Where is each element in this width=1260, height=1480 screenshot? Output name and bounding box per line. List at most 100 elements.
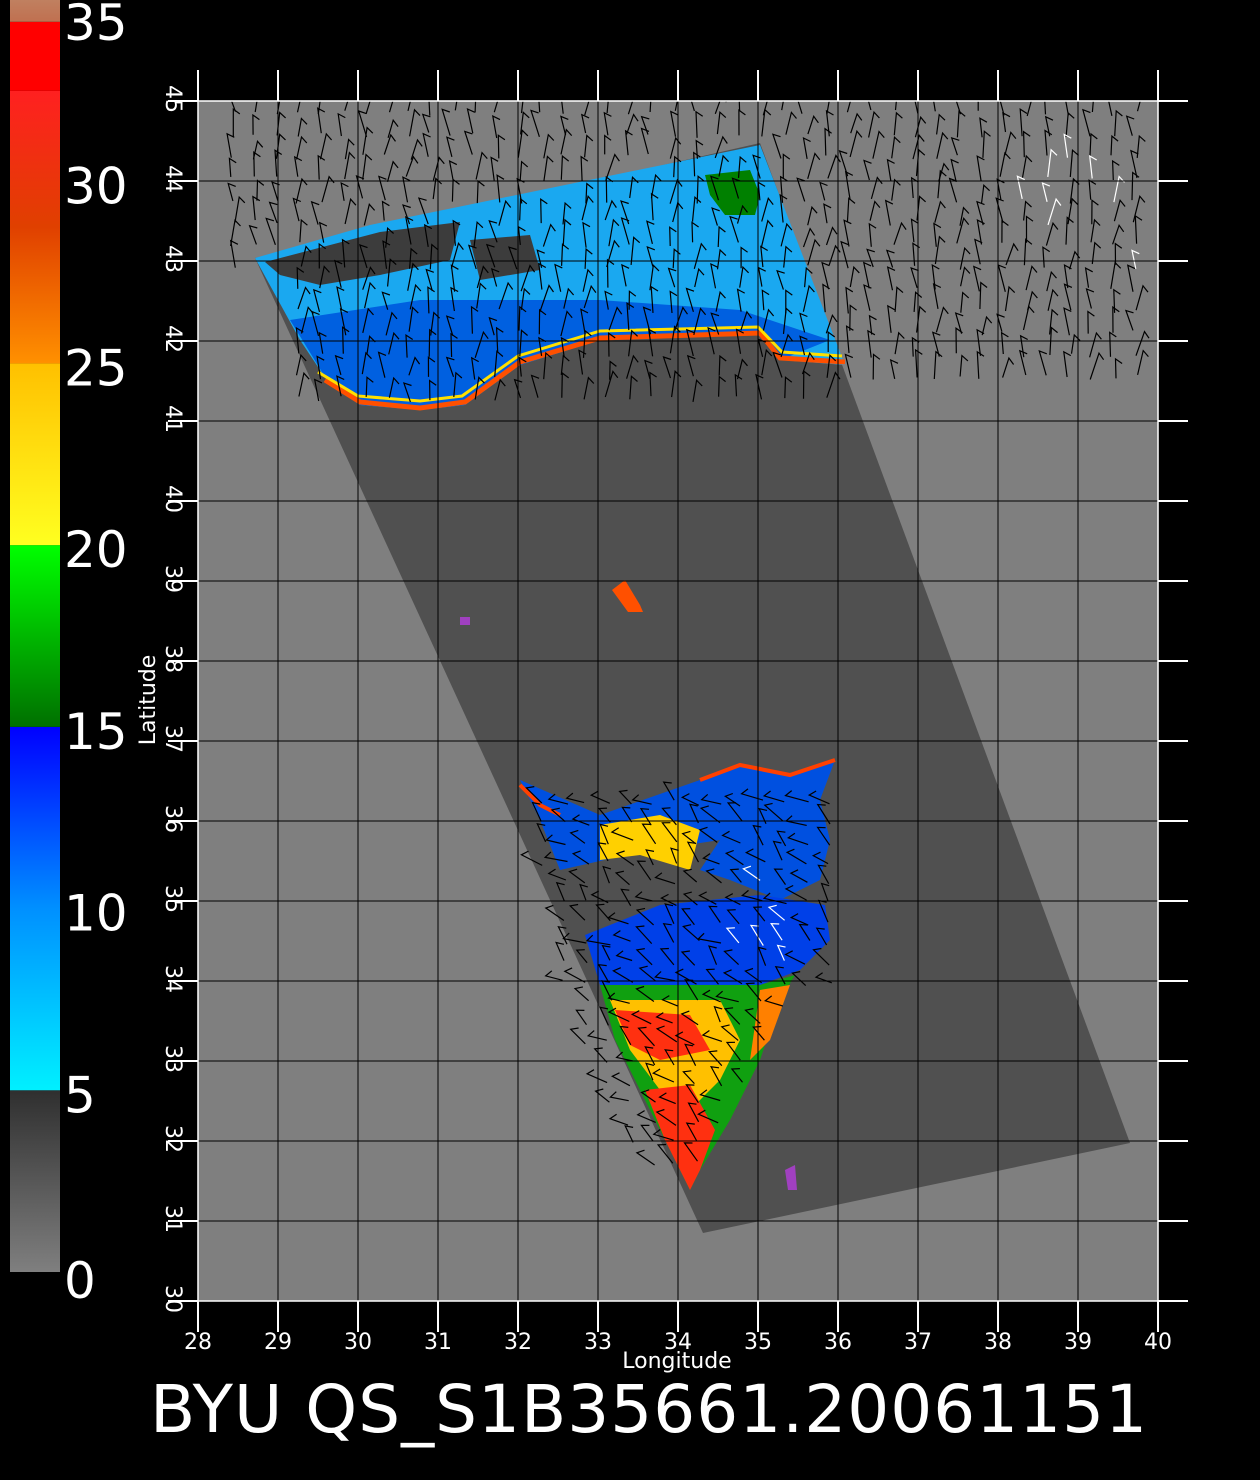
wind-barb — [742, 865, 761, 881]
wind-barb — [583, 376, 595, 400]
wind-barb — [575, 1009, 587, 1026]
figure-caption: BYU QS_S1B35661.20061151 — [150, 1371, 1148, 1448]
wind-barb — [914, 348, 923, 378]
wind-barb — [642, 306, 652, 335]
wind-barb — [409, 108, 421, 137]
wind-barb — [569, 1027, 586, 1045]
wind-barb — [605, 175, 614, 203]
wind-barb — [933, 222, 942, 247]
color-scale-tick-20: 20 — [64, 521, 128, 579]
wind-barb — [828, 244, 841, 266]
wind-barb — [561, 243, 570, 266]
wind-barb — [450, 332, 458, 358]
wind-barb — [739, 265, 750, 288]
wind-barb — [705, 868, 722, 884]
wind-barb — [517, 129, 529, 158]
wind-barb — [691, 221, 699, 243]
wind-barb — [604, 134, 612, 155]
wind-barb — [581, 195, 594, 221]
wind-barb — [583, 284, 597, 309]
wind-barb — [607, 912, 629, 925]
wind-barb — [615, 950, 633, 962]
wind-barb — [274, 149, 283, 177]
wind-barb — [364, 281, 376, 309]
wind-barb — [446, 136, 455, 158]
wind-barb — [735, 328, 744, 354]
wind-barb — [519, 197, 528, 221]
wind-barb — [687, 1102, 700, 1123]
wind-barb — [786, 832, 809, 846]
wind-barb — [662, 781, 675, 801]
wind-barb — [1049, 308, 1059, 335]
wind-barb — [525, 786, 543, 804]
wind-barb — [762, 101, 768, 116]
wind-barb — [316, 107, 326, 134]
wind-barb — [734, 373, 743, 397]
wind-barb — [673, 155, 682, 178]
lat-lon-grid — [198, 101, 1158, 1301]
wind-barb — [804, 266, 813, 288]
wind-barb — [445, 315, 455, 336]
wind-barb — [1044, 115, 1054, 137]
wind-barb — [311, 310, 320, 337]
wind-barb — [229, 239, 239, 268]
wind-barb — [1038, 350, 1048, 376]
wind-barb — [844, 353, 854, 378]
wind-barb — [1045, 221, 1059, 246]
lat-tick-label-31: 31 — [160, 1205, 185, 1233]
wind-barb — [547, 868, 567, 881]
wind-barb — [341, 238, 350, 268]
wind-barb — [770, 922, 783, 941]
color-scale-segment — [10, 90, 60, 364]
wind-barb — [542, 223, 556, 247]
wind-barb — [760, 219, 774, 248]
wind-barb — [934, 200, 946, 223]
wind-barb — [976, 200, 985, 226]
wind-barb — [868, 314, 877, 335]
wind-barb — [520, 111, 530, 135]
wind-barb — [674, 101, 678, 111]
wind-barb — [344, 101, 349, 111]
wind-barb — [686, 354, 696, 377]
wind-barb — [955, 101, 962, 115]
wind-barb — [699, 1089, 721, 1102]
wind-barb — [816, 803, 831, 825]
wind-barb — [891, 178, 901, 201]
wind-barb — [606, 258, 615, 288]
wind-barb — [682, 1070, 695, 1085]
color-scale-tick-10: 10 — [64, 885, 128, 943]
wind-barb — [714, 135, 728, 159]
wind-barb — [387, 258, 397, 287]
wind-barb — [378, 175, 387, 201]
wind-barb — [388, 376, 400, 398]
wind-barb — [518, 305, 527, 331]
wind-barb — [476, 282, 487, 309]
wind-barb — [807, 238, 821, 266]
wind-barb — [1046, 270, 1057, 292]
wind-barb — [543, 851, 568, 863]
wind-barb — [761, 348, 773, 376]
wind-barb — [1002, 111, 1011, 133]
wind-barb — [959, 206, 970, 226]
wind-barb — [999, 101, 1007, 116]
wind-barb — [867, 329, 876, 358]
lat-tick-label-42: 42 — [160, 325, 185, 353]
wind-barb — [863, 284, 872, 311]
wind-barb — [635, 985, 655, 1002]
wind-barb — [226, 132, 235, 158]
wind-barb — [1112, 305, 1120, 333]
wind-barb — [490, 268, 500, 287]
wind-barb — [608, 218, 620, 247]
wind-barb — [560, 128, 573, 155]
wind-barb — [624, 1125, 634, 1143]
wind-barb — [299, 218, 308, 243]
wind-barb — [1069, 177, 1080, 204]
wind-barb — [531, 801, 542, 822]
wind-barb — [872, 353, 881, 380]
wind-barb — [377, 351, 387, 378]
wind-barb — [693, 242, 707, 269]
wind-barb — [494, 350, 504, 377]
wind-barb — [717, 225, 726, 248]
wind-barb — [452, 219, 461, 246]
wind-barb — [578, 349, 587, 375]
